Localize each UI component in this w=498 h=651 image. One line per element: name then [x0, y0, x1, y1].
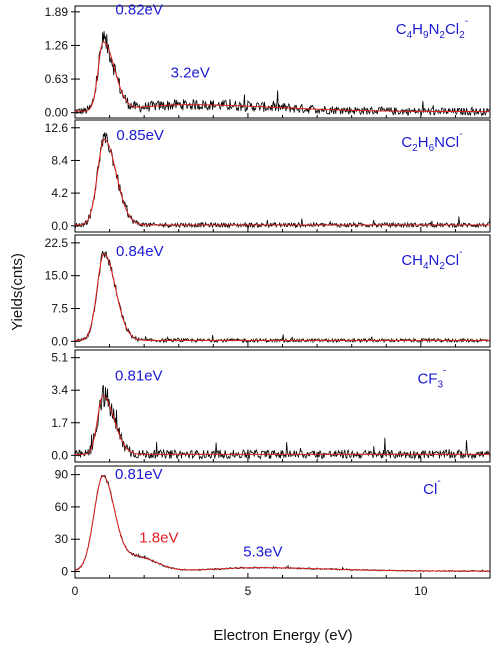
- y-tick-label: 0.0: [51, 334, 68, 348]
- peak-label: 0.84eV: [116, 243, 164, 260]
- y-tick-label: 90: [55, 468, 69, 482]
- y-tick-label: 12.6: [45, 121, 69, 135]
- species-label-part: H: [418, 134, 429, 151]
- y-tick-label: 1.26: [45, 38, 69, 52]
- panel-4: 0.0 1.7 3.4 5.1 0.81eV CF3-: [51, 349, 491, 463]
- x-axis-title: Electron Energy (eV): [213, 627, 352, 644]
- y-tick-label: 5.1: [51, 351, 68, 365]
- peak-label: 0.81eV: [115, 466, 163, 483]
- y-tick-label: 0.0: [51, 219, 68, 233]
- species-label-part: 2: [459, 30, 465, 41]
- y-tick-label: 30: [55, 532, 69, 546]
- y-tick-label: 8.4: [51, 153, 68, 167]
- species-label-part: -: [465, 16, 468, 27]
- y-tick-label: 15.0: [45, 269, 69, 283]
- species-label-part: C: [396, 21, 407, 38]
- y-tick-label: 1.7: [51, 416, 68, 430]
- species-label: C2H6NCl-: [401, 129, 462, 154]
- fit-line: [74, 138, 490, 226]
- species-label-part: -: [459, 129, 462, 140]
- species-label-part: H: [412, 21, 423, 38]
- species-label: CH4N2Cl-: [401, 247, 462, 272]
- fit-line: [74, 475, 491, 572]
- species-label-part: N: [429, 21, 440, 38]
- y-tick-label: 0: [61, 565, 68, 579]
- fit-line: [74, 41, 490, 113]
- species-label-part: 2: [412, 143, 418, 154]
- y-tick-label: 7.5: [51, 302, 68, 316]
- species-label: Cl-: [423, 476, 441, 498]
- species-label-part: 2: [439, 261, 445, 272]
- species-label-part: NCl: [434, 134, 459, 151]
- species-label: C4H9N2Cl2-: [396, 16, 468, 41]
- x-tick-label: 0: [72, 584, 79, 598]
- species-label-part: 6: [429, 143, 435, 154]
- peak-label: 1.8eV: [139, 529, 178, 546]
- peak-label: 5.3eV: [243, 543, 282, 560]
- measured-yield-line: [74, 31, 491, 117]
- species-label-part: C: [401, 134, 412, 151]
- species-label-part: -: [443, 366, 446, 377]
- species-label-part: N: [429, 252, 440, 269]
- y-tick-label: 4.2: [51, 186, 68, 200]
- species-label-part: CH: [401, 252, 423, 269]
- y-tick-label: 3.4: [51, 383, 68, 397]
- species-label-part: Cl: [445, 252, 459, 269]
- y-tick-label: 22.5: [45, 236, 69, 250]
- x-tick-label: 5: [245, 584, 252, 598]
- species-label-part: 4: [407, 30, 413, 41]
- peak-label: 3.2eV: [171, 64, 210, 81]
- y-tick-label: 1.89: [45, 5, 69, 19]
- species-label: CF3-: [417, 366, 446, 391]
- y-tick-label: 0.63: [45, 72, 69, 86]
- panel-5: 0 30 60 90 0.81eV 1.8eV 5.3eV Cl-: [55, 465, 491, 579]
- species-label-part: -: [437, 476, 440, 487]
- x-tick-label: 10: [414, 584, 428, 598]
- y-tick-label: 60: [55, 500, 69, 514]
- species-label-part: 3: [437, 380, 443, 391]
- panel-3: 0.0 7.5 15.0 22.5 0.84eV CH4N2Cl-: [45, 234, 491, 348]
- y-axis-title: Yields(cnts): [9, 253, 26, 331]
- species-label-part: 4: [423, 261, 429, 272]
- species-label-part: -: [459, 247, 462, 258]
- peak-label: 0.82eV: [115, 2, 163, 19]
- species-label-part: Cl: [423, 481, 437, 498]
- species-label-part: 9: [423, 30, 429, 41]
- y-tick-label: 0.0: [51, 448, 68, 462]
- species-label-part: CF: [417, 371, 437, 388]
- y-tick-label: 0.00: [45, 106, 69, 120]
- species-label-part: 2: [439, 30, 445, 41]
- fit-line: [75, 395, 490, 455]
- peak-label: 0.85eV: [116, 127, 164, 144]
- fit-line: [75, 253, 490, 341]
- species-label-part: Cl: [445, 21, 459, 38]
- measured-yield-line: [74, 384, 491, 461]
- peak-label: 0.81eV: [115, 368, 163, 385]
- panel-2: 0.0 4.2 8.4 12.6 0.85eV C2H6NCl-: [45, 119, 491, 233]
